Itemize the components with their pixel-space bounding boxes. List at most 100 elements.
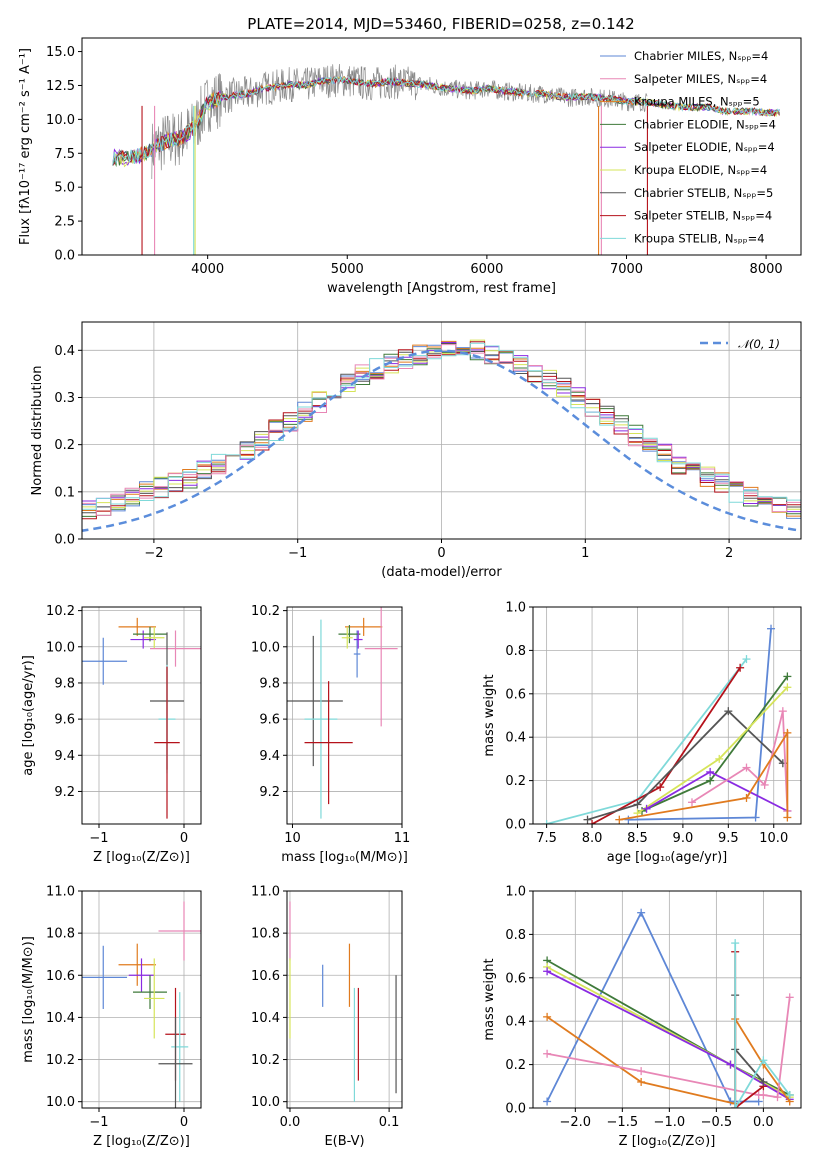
plot-area xyxy=(542,624,792,824)
x-tick-label: 0 xyxy=(180,831,188,846)
y-tick-label: 10.4 xyxy=(46,1011,75,1026)
y-axis-label: mass [log₁₀(M/M⊙)] xyxy=(21,936,36,1063)
plot-area xyxy=(289,901,397,1102)
x-tick-label: −1.5 xyxy=(607,1115,639,1130)
y-tick-label: 0.8 xyxy=(505,928,526,943)
x-tick-label: 0.0 xyxy=(280,1115,301,1130)
x-tick-label: 9.0 xyxy=(673,831,694,846)
y-tick-label: 7.5 xyxy=(54,147,75,162)
x-tick-label: 0 xyxy=(437,546,445,561)
x-axis-label: E(B-V) xyxy=(324,1134,364,1149)
y-tick-label: 10.6 xyxy=(46,969,75,984)
histogram-step xyxy=(82,344,801,516)
y-tick-label: 0.0 xyxy=(505,1102,526,1117)
legend-label: Salpeter ELODIE, Nₛₚₚ=4 xyxy=(634,140,775,154)
y-tick-label: 10.0 xyxy=(251,1095,280,1110)
x-tick-label: 0.1 xyxy=(379,1115,400,1130)
x-axis-label: (data-model)/error xyxy=(381,565,502,580)
y-tick-label: 9.4 xyxy=(54,749,75,764)
y-tick-label: 9.4 xyxy=(259,749,280,764)
x-tick-label: 2 xyxy=(725,546,733,561)
y-axis-label: age [log₁₀(age/yr)] xyxy=(21,655,36,776)
y-tick-label: 1.0 xyxy=(505,885,526,900)
x-axis-label: mass [log₁₀(M/M⊙)] xyxy=(281,850,408,865)
weight-series-line xyxy=(546,658,748,824)
y-tick-label: 0.8 xyxy=(505,644,526,659)
y-tick-label: 10.2 xyxy=(251,1053,280,1068)
histogram-step xyxy=(82,348,801,517)
y-tick-label: 0.0 xyxy=(54,533,75,548)
plot-area xyxy=(82,617,201,819)
x-tick-label: 0 xyxy=(180,1115,188,1130)
y-tick-label: 9.6 xyxy=(259,713,280,728)
y-tick-label: 11.0 xyxy=(251,885,280,900)
x-tick-label: 1 xyxy=(581,546,589,561)
mass-vs-ebv-chart: 0.0 0.1 10.0 10.2 10.4 10.6 10.8 11.0 E(B-V) xyxy=(251,885,403,1149)
y-tick-label: 5.0 xyxy=(54,181,75,196)
x-tick-label: 10.0 xyxy=(759,831,788,846)
y-tick-label: 10.2 xyxy=(251,604,280,619)
histogram-step xyxy=(82,342,801,510)
x-axis-label: wavelength [Angstrom, rest frame] xyxy=(327,281,556,296)
x-tick-label: 8.0 xyxy=(582,831,603,846)
weight-series-line xyxy=(734,943,791,1108)
plot-area xyxy=(287,607,398,819)
y-tick-label: 0.4 xyxy=(505,731,526,746)
y-tick-label: 9.2 xyxy=(54,785,75,800)
legend-label: Chabrier ELODIE, Nₛₚₚ=4 xyxy=(634,117,776,131)
legend-label: Kroupa ELODIE, Nₛₚₚ=4 xyxy=(634,163,767,177)
y-tick-label: 10.2 xyxy=(46,1053,75,1068)
y-axis-label: Normed distribution xyxy=(30,366,45,496)
weight-series-line xyxy=(546,970,791,1101)
legend-label: Chabrier MILES, Nₛₚₚ=4 xyxy=(634,49,768,63)
y-tick-label: 9.8 xyxy=(54,676,75,691)
y-tick-label: 10.4 xyxy=(251,1011,280,1026)
y-tick-label: 10.0 xyxy=(46,1095,75,1110)
weight-series-line xyxy=(691,710,789,812)
y-tick-label: 10.8 xyxy=(251,927,280,942)
y-tick-label: 0.2 xyxy=(505,774,526,789)
plot-area xyxy=(82,339,801,532)
model-spectrum-line xyxy=(112,75,780,166)
legend-label: Salpeter MILES, Nₛₚₚ=4 xyxy=(634,72,767,86)
y-tick-label: 0.4 xyxy=(505,1015,526,1030)
y-tick-label: 0.0 xyxy=(505,818,526,833)
legend-label: 𝒩(0, 1) xyxy=(738,337,780,351)
axes-frame xyxy=(81,890,202,1109)
axes-frame xyxy=(532,890,802,1109)
y-tick-label: 9.2 xyxy=(259,785,280,800)
plot-area xyxy=(112,63,780,255)
x-tick-label: −2.0 xyxy=(560,1115,592,1130)
weight-series-line xyxy=(587,709,784,821)
legend-label: Chabrier STELIB, Nₛₚₚ=5 xyxy=(634,186,773,200)
mass-weight-vs-age-chart: 7.5 8.0 8.5 9.0 9.5 10.0 0.0 0.2 0.4 0.6 0.8 1.0 age… xyxy=(482,601,802,865)
mass-weight-vs-metallicity-chart: −2.0 −1.5 −1.0 −0.5 0.0 0.0 0.2 0.4 0.6 0.8 1.0 Z [… xyxy=(482,885,802,1149)
y-tick-label: 0.6 xyxy=(505,971,526,986)
age-vs-mass-chart: 10 11 9.2 9.4 9.6 9.8 10.0 10.2 mass [log₁₀(M/M⊙… xyxy=(251,604,410,865)
y-tick-label: 0.0 xyxy=(54,249,75,264)
x-tick-label: −1 xyxy=(89,831,108,846)
y-axis-label: Flux [fλ10⁻¹⁷ erg cm⁻² s⁻¹ A⁻¹] xyxy=(18,48,33,245)
y-tick-label: 0.1 xyxy=(54,485,75,500)
x-tick-label: −1 xyxy=(89,1115,108,1130)
residual-histogram-chart: 𝒩(0, 1) −2 −1 0 1 2 0.0 0.1 0.2 0.3 0.4 (data-model… xyxy=(30,321,802,580)
weight-series-line xyxy=(619,729,789,821)
axes-frame xyxy=(81,606,202,825)
model-spectrum-line xyxy=(112,75,780,168)
x-tick-label: 7000 xyxy=(610,262,643,277)
x-axis-label: Z [log₁₀(Z/Z⊙)] xyxy=(619,1134,716,1149)
x-tick-label: 10 xyxy=(284,831,301,846)
y-axis-label: mass weight xyxy=(482,674,497,756)
x-tick-label: 6000 xyxy=(470,262,503,277)
histogram-step xyxy=(82,344,801,519)
y-tick-label: 15.0 xyxy=(46,45,75,60)
y-tick-label: 10.0 xyxy=(46,640,75,655)
y-tick-label: 10.0 xyxy=(46,113,75,128)
histogram-step xyxy=(82,341,801,520)
x-tick-label: 5000 xyxy=(331,262,364,277)
y-tick-label: 10.8 xyxy=(46,927,75,942)
y-tick-label: 9.8 xyxy=(259,676,280,691)
y-tick-label: 0.2 xyxy=(505,1058,526,1073)
x-axis-label: age [log₁₀(age/yr)] xyxy=(607,850,728,865)
y-tick-label: 10.0 xyxy=(251,640,280,655)
